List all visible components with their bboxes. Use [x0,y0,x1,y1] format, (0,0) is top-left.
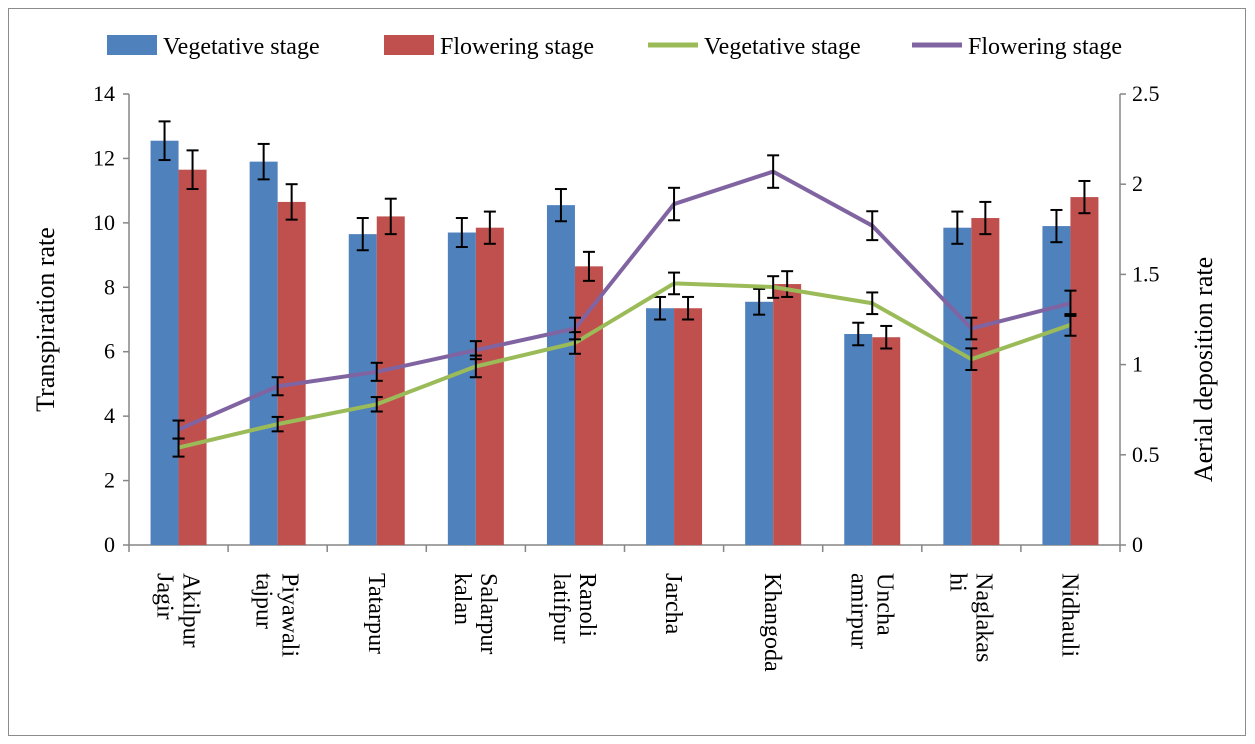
legend: Vegetative stage Flowering stage Vegetativ… [107,34,1122,60]
category-label: Uncha [871,573,897,636]
category-label: Ranoli [574,573,600,637]
left-tick-label: 8 [104,274,115,299]
left-tick-label: 6 [104,339,115,364]
right-tick-label: 2 [1132,171,1143,196]
legend-label: Flowering stage [968,34,1122,60]
category-label: Akilpur [178,573,204,648]
category-label: Tatarpur [363,573,389,654]
legend-swatch [384,35,434,55]
left-tick-label: 4 [104,403,115,428]
right-tick-label: 1.5 [1132,261,1160,286]
legend-swatch [107,35,157,55]
right-tick-label: 0.5 [1132,442,1160,467]
category-label: amirpur [845,573,871,649]
series-line [177,169,1071,432]
bar [674,308,703,545]
left-tick-label: 0 [104,532,115,557]
legend-label: Vegetative stage [704,34,861,60]
right-tick-label: 1 [1132,352,1143,377]
bar [546,205,575,545]
bar [943,227,972,546]
right-axis-title: Aerial deposition rate [1189,257,1218,482]
bar [277,201,306,546]
left-axis-title: Transpiration rate [31,227,60,412]
bar [773,284,802,545]
lines [172,154,1077,458]
bar [844,333,873,545]
category-label: Khangoda [759,573,785,672]
left-tick-label: 10 [93,210,115,235]
axes: 0 2 4 6 8 10 12 14 0 0.5 1 1.5 2 2.5 Transpiration rat… [31,81,1218,557]
bar [872,337,901,545]
left-tick-label: 2 [104,468,115,493]
bar [1070,197,1099,546]
right-tick-label: 0 [1132,532,1143,557]
bar [646,308,675,545]
bar [971,218,1000,545]
category-label: hi [944,573,970,592]
bar [348,234,377,545]
category-label: kalan [449,573,475,625]
bars [150,120,1099,546]
bar [475,227,504,546]
bar [249,161,278,545]
series-line [178,281,1072,450]
right-tick-label: 2.5 [1132,81,1160,106]
bar [447,232,476,545]
category-label: tajpur [251,573,277,629]
left-tick-label: 12 [93,145,115,170]
bar [150,140,179,546]
left-tick-label: 14 [93,81,115,106]
category-label: latifpur [548,573,574,644]
bar [745,301,774,545]
category-label: Salarpur [475,573,501,654]
bar [178,169,207,546]
category-label: Jarcha [660,573,686,635]
chart-frame [8,8,1246,736]
legend-label: Flowering stage [440,34,594,60]
category-label: Nidhauli [1056,573,1082,657]
bar [1042,226,1071,546]
category-label: Naglakas [970,573,996,662]
legend-label: Vegetative stage [163,34,320,60]
category-label: Piyawali [277,573,303,657]
category-label: Jagir [152,573,178,620]
